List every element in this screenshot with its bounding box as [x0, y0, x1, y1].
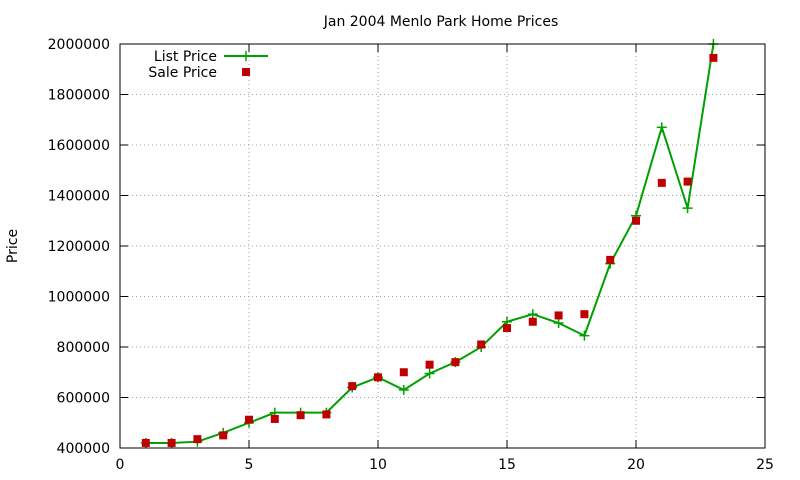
- data-point: [579, 330, 590, 341]
- data-series: [140, 39, 719, 448]
- y-tick-label: 1600000: [48, 138, 110, 154]
- y-tick-label: 1400000: [48, 189, 110, 205]
- data-point: [503, 324, 511, 333]
- data-point: [683, 177, 692, 186]
- data-point: [348, 382, 357, 391]
- data-point: [553, 318, 564, 329]
- legend-label: List Price: [154, 49, 217, 65]
- data-point: [527, 309, 538, 320]
- series-line: [145, 43, 715, 444]
- x-tick-label: 5: [245, 457, 254, 473]
- data-point: [424, 368, 435, 379]
- x-tick-label: 25: [756, 457, 774, 473]
- data-point: [477, 340, 486, 349]
- data-point: [245, 415, 253, 424]
- plot-frame: [119, 43, 766, 449]
- data-point: [657, 178, 666, 187]
- data-point: [451, 358, 460, 367]
- chart-title: Jan 2004 Menlo Park Home Prices: [323, 14, 559, 30]
- y-tick-label: 600000: [57, 391, 110, 407]
- y-axis-label: Price: [5, 229, 21, 263]
- data-point: [399, 368, 408, 377]
- series-list-price: [140, 39, 719, 448]
- axis-ticks: 400000 600000 800000 1000000 1200000 1400000 1…: [48, 37, 774, 473]
- data-point: [270, 414, 279, 423]
- data-point: [656, 122, 667, 133]
- legend-swatch-marker: [241, 51, 251, 61]
- data-point: [554, 311, 563, 320]
- y-tick-label: 800000: [57, 340, 110, 356]
- data-point: [374, 373, 382, 382]
- series-sale-price: [141, 53, 718, 447]
- data-point: [682, 203, 693, 214]
- data-point: [296, 411, 305, 420]
- legend-label: Sale Price: [148, 65, 217, 81]
- data-point: [632, 216, 640, 225]
- y-tick-label: 1000000: [48, 290, 110, 306]
- legend-swatch-marker: [242, 68, 250, 76]
- data-point: [141, 438, 150, 447]
- y-tick-label: 1800000: [48, 88, 110, 104]
- y-tick-label: 2000000: [48, 37, 110, 53]
- data-point: [398, 384, 409, 395]
- data-point: [606, 255, 615, 264]
- data-point: [167, 438, 176, 447]
- x-tick-label: 20: [627, 457, 645, 473]
- x-tick-label: 15: [498, 457, 516, 473]
- y-tick-label: 1200000: [48, 239, 110, 255]
- data-point: [580, 310, 589, 319]
- grid-lines: [120, 44, 765, 448]
- y-tick-label: 400000: [57, 441, 110, 457]
- x-tick-label: 10: [369, 457, 387, 473]
- data-point: [425, 360, 434, 369]
- data-point: [193, 435, 202, 444]
- x-tick-label: 0: [116, 457, 125, 473]
- data-point: [219, 431, 228, 440]
- data-point: [709, 53, 718, 62]
- data-point: [528, 317, 537, 326]
- data-point: [322, 410, 331, 419]
